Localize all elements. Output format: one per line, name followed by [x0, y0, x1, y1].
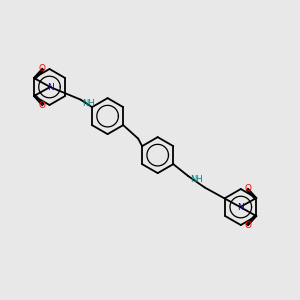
Text: O: O: [39, 64, 46, 73]
Text: O: O: [244, 221, 251, 230]
Text: NH: NH: [190, 175, 203, 184]
Text: NH: NH: [82, 99, 95, 108]
Text: O: O: [39, 101, 46, 110]
Text: N: N: [47, 82, 53, 91]
Text: O: O: [244, 184, 251, 193]
Text: N: N: [237, 202, 244, 211]
